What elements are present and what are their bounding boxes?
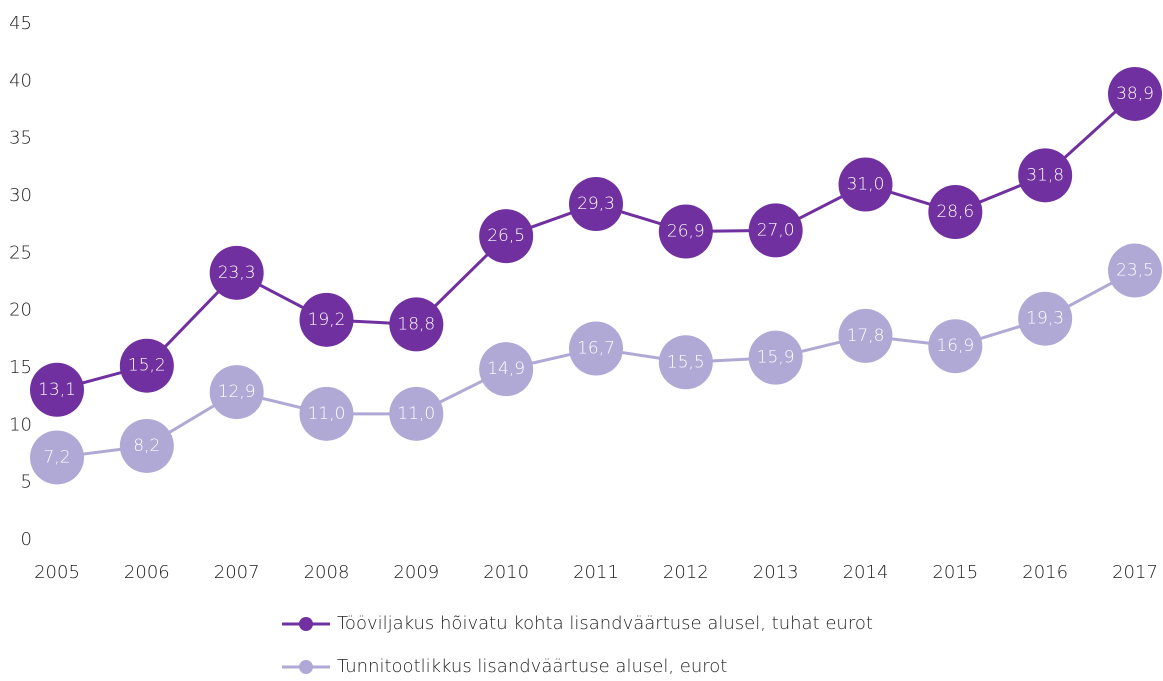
data-label: 16,7 <box>577 339 615 359</box>
y-tick-label: 5 <box>21 472 32 493</box>
data-label: 19,2 <box>308 310 346 330</box>
data-point <box>658 204 713 259</box>
y-tick-label: 45 <box>9 13 32 34</box>
data-point <box>389 297 444 352</box>
data-point <box>299 386 354 441</box>
data-point <box>479 342 534 397</box>
data-label: 26,9 <box>667 222 705 242</box>
data-point <box>1108 66 1162 121</box>
y-tick-label: 40 <box>9 70 32 91</box>
x-tick-label: 2015 <box>932 562 978 583</box>
data-point <box>748 330 803 385</box>
x-tick-label: 2012 <box>663 562 709 583</box>
data-point <box>30 430 84 485</box>
x-tick-label: 2017 <box>1112 562 1158 583</box>
data-point <box>569 177 623 232</box>
data-point <box>479 209 534 264</box>
data-point <box>838 157 893 212</box>
x-tick-label: 2006 <box>124 562 170 583</box>
data-label: 12,9 <box>218 382 256 402</box>
data-label: 11,0 <box>308 404 346 424</box>
data-label: 29,3 <box>577 194 615 214</box>
legend-label: Tööviljakus hõivatu kohta lisandväärtuse… <box>337 613 873 634</box>
data-label: 15,9 <box>757 348 795 368</box>
data-point <box>928 185 983 240</box>
data-label: 19,3 <box>1026 309 1064 329</box>
data-label: 8,2 <box>133 436 160 456</box>
y-tick-label: 35 <box>9 128 32 149</box>
x-tick-label: 2005 <box>34 562 80 583</box>
legend-marker <box>299 660 313 674</box>
x-tick-label: 2010 <box>483 562 529 583</box>
data-label: 15,2 <box>128 356 166 376</box>
x-tick-label: 2008 <box>304 562 350 583</box>
y-tick-label: 10 <box>9 414 32 435</box>
legend-label: Tunnitootlikkus lisandväärtuse alusel, e… <box>337 656 727 677</box>
y-tick-label: 20 <box>9 300 32 321</box>
data-point <box>30 362 84 417</box>
data-label: 16,9 <box>936 336 974 356</box>
data-label: 15,5 <box>667 352 705 372</box>
data-label: 18,8 <box>397 314 435 334</box>
x-tick-label: 2013 <box>753 562 799 583</box>
y-tick-label: 30 <box>9 185 32 206</box>
data-point <box>119 338 174 393</box>
data-point <box>658 335 713 390</box>
y-tick-label: 25 <box>9 242 32 263</box>
data-label: 38,9 <box>1116 84 1154 104</box>
data-point <box>389 386 444 441</box>
y-tick-label: 0 <box>21 529 32 550</box>
data-label: 7,2 <box>43 447 70 467</box>
data-label: 23,3 <box>218 263 256 283</box>
x-tick-label: 2007 <box>214 562 260 583</box>
data-point <box>1018 291 1073 346</box>
data-label: 11,0 <box>397 404 435 424</box>
data-label: 27,0 <box>757 220 795 240</box>
data-label: 28,6 <box>936 202 974 222</box>
legend-marker <box>299 617 313 631</box>
x-tick-label: 2009 <box>393 562 439 583</box>
data-label: 26,5 <box>487 226 525 246</box>
y-tick-label: 15 <box>9 357 32 378</box>
data-point <box>1108 243 1162 298</box>
data-point <box>838 308 893 363</box>
data-label: 14,9 <box>487 359 525 379</box>
data-label: 17,8 <box>847 326 885 346</box>
data-label: 31,0 <box>847 175 885 195</box>
data-label: 31,8 <box>1026 165 1064 185</box>
data-label: 13,1 <box>38 380 76 400</box>
data-point <box>299 292 354 347</box>
x-tick-label: 2016 <box>1022 562 1068 583</box>
x-tick-label: 2014 <box>843 562 889 583</box>
data-point <box>569 321 623 376</box>
data-point <box>928 319 983 374</box>
data-point <box>119 418 174 473</box>
data-point <box>209 365 264 420</box>
data-point <box>209 245 264 300</box>
data-point <box>1018 148 1073 203</box>
data-label: 23,5 <box>1116 261 1154 281</box>
data-point <box>748 203 803 258</box>
x-tick-label: 2011 <box>573 562 619 583</box>
